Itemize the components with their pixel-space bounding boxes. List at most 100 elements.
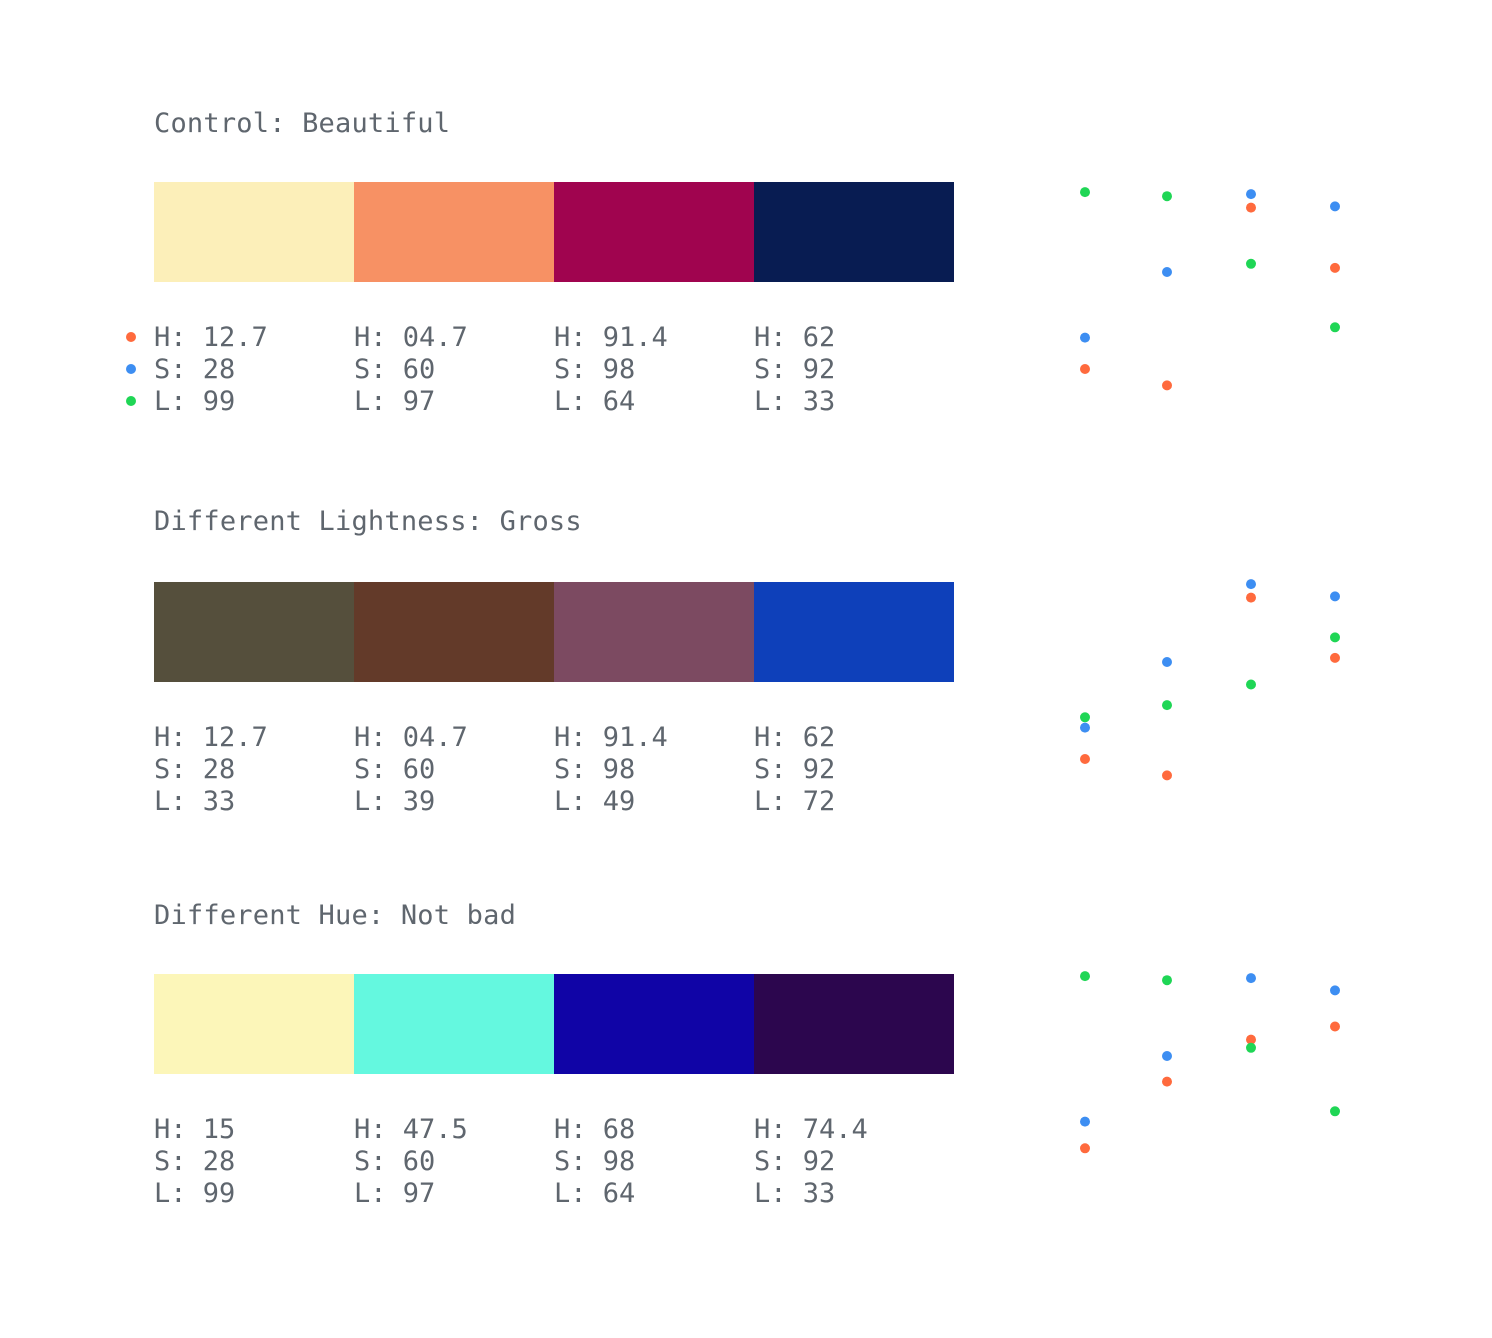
saturation-dot [1246, 189, 1256, 200]
saturation-legend-dot [126, 364, 136, 374]
saturation-dot [1330, 591, 1340, 602]
lightness-value: L: 39 [354, 786, 436, 817]
lightness-dot [1080, 712, 1090, 723]
lightness-legend-dot [126, 396, 136, 406]
hue-legend-dot [126, 332, 136, 342]
saturation-dot [1162, 267, 1172, 277]
hsl-labels: H: 12.7 S: 28 L: 33 H: 04.7 S: 60 L: 39 … [154, 722, 954, 818]
swatch [754, 182, 954, 282]
hsl-legend [126, 332, 136, 428]
saturation-dot [1162, 657, 1172, 667]
lightness-dot [1330, 1106, 1340, 1117]
saturation-value: S: 98 [554, 754, 636, 785]
lightness-dot [1080, 187, 1090, 198]
lightness-dot [1330, 322, 1340, 333]
hue-dot [1162, 770, 1172, 781]
hue-value: H: 12.7 [154, 322, 268, 353]
hsl-dot-plot [1040, 570, 1380, 790]
hue-value: H: 91.4 [554, 322, 668, 353]
hue-value: H: 68 [554, 1114, 636, 1145]
saturation-dot [1330, 201, 1340, 212]
lightness-value: L: 64 [554, 1178, 636, 1209]
section-title: Control: Beautiful [154, 108, 451, 139]
lightness-value: L: 99 [154, 1178, 236, 1209]
lightness-dot [1080, 971, 1090, 982]
lightness-dot [1162, 975, 1172, 986]
saturation-value: S: 28 [154, 1146, 236, 1177]
lightness-value: L: 33 [154, 786, 236, 817]
hue-value: H: 47.5 [354, 1114, 468, 1145]
hsl-dot-plot-svg [1080, 971, 1340, 1154]
saturation-value: S: 92 [754, 1146, 836, 1177]
swatch [554, 582, 754, 682]
saturation-value: S: 92 [754, 754, 836, 785]
swatch-label: H: 91.4 S: 98 L: 64 [554, 322, 754, 418]
saturation-value: S: 60 [354, 1146, 436, 1177]
swatch [554, 182, 754, 282]
swatch-label: H: 04.7 S: 60 L: 39 [354, 722, 554, 818]
swatch [354, 974, 554, 1074]
hsl-labels: H: 15 S: 28 L: 99 H: 47.5 S: 60 L: 97 H:… [154, 1114, 954, 1210]
hue-dot [1162, 380, 1172, 391]
saturation-value: S: 60 [354, 754, 436, 785]
saturation-value: S: 98 [554, 1146, 636, 1177]
lightness-dot [1162, 191, 1172, 202]
section-title: Different Hue: Not bad [154, 900, 517, 931]
hue-value: H: 62 [754, 722, 836, 753]
hue-dot [1246, 1034, 1256, 1045]
lightness-value: L: 97 [354, 1178, 436, 1209]
swatch [354, 182, 554, 282]
saturation-dot [1080, 332, 1090, 343]
hue-value: H: 15 [154, 1114, 236, 1145]
hue-dot [1330, 652, 1340, 663]
hsl-dot-plot-svg [1080, 187, 1340, 391]
lightness-value: L: 99 [154, 386, 236, 417]
swatch-label: H: 74.4 S: 92 L: 33 [754, 1114, 954, 1210]
swatch-strip [154, 582, 954, 682]
swatch-label: H: 12.7 S: 28 L: 99 [154, 322, 354, 418]
swatch [354, 582, 554, 682]
lightness-value: L: 97 [354, 386, 436, 417]
swatch-label: H: 12.7 S: 28 L: 33 [154, 722, 354, 818]
saturation-value: S: 28 [154, 754, 236, 785]
swatch-strip [154, 974, 954, 1074]
hsl-labels: H: 12.7 S: 28 L: 99 H: 04.7 S: 60 L: 97 … [154, 322, 954, 418]
saturation-dot [1330, 985, 1340, 996]
lightness-value: L: 33 [754, 386, 836, 417]
lightness-value: L: 49 [554, 786, 636, 817]
saturation-dot [1162, 1051, 1172, 1061]
saturation-dot [1246, 973, 1256, 984]
hsl-dot-plot [1040, 180, 1380, 400]
lightness-dot [1162, 700, 1172, 711]
hue-dot [1330, 262, 1340, 273]
swatch-strip [154, 182, 954, 282]
lightness-value: L: 33 [754, 1178, 836, 1209]
hue-dot [1246, 202, 1256, 213]
hue-value: H: 04.7 [354, 722, 468, 753]
swatch-label: H: 68 S: 98 L: 64 [554, 1114, 754, 1210]
saturation-dot [1080, 722, 1090, 733]
saturation-value: S: 98 [554, 354, 636, 385]
swatch [554, 974, 754, 1074]
lightness-dot [1246, 258, 1256, 269]
lightness-dot [1246, 679, 1256, 690]
hue-value: H: 12.7 [154, 722, 268, 753]
hue-dot [1330, 1021, 1340, 1032]
swatch [154, 974, 354, 1074]
hue-value: H: 91.4 [554, 722, 668, 753]
swatch-label: H: 91.4 S: 98 L: 49 [554, 722, 754, 818]
hue-value: H: 04.7 [354, 322, 468, 353]
hue-value: H: 74.4 [754, 1114, 868, 1145]
hue-dot [1080, 754, 1090, 764]
swatch-label: H: 15 S: 28 L: 99 [154, 1114, 354, 1210]
saturation-value: S: 60 [354, 354, 436, 385]
lightness-dot [1330, 632, 1340, 643]
lightness-dot [1246, 1042, 1256, 1053]
swatch [154, 182, 354, 282]
swatch-label: H: 04.7 S: 60 L: 97 [354, 322, 554, 418]
swatch-label: H: 47.5 S: 60 L: 97 [354, 1114, 554, 1210]
saturation-dot [1080, 1116, 1090, 1127]
swatch [154, 582, 354, 682]
hsl-dot-plot [1040, 964, 1380, 1184]
swatch-label: H: 62 S: 92 L: 33 [754, 322, 954, 418]
